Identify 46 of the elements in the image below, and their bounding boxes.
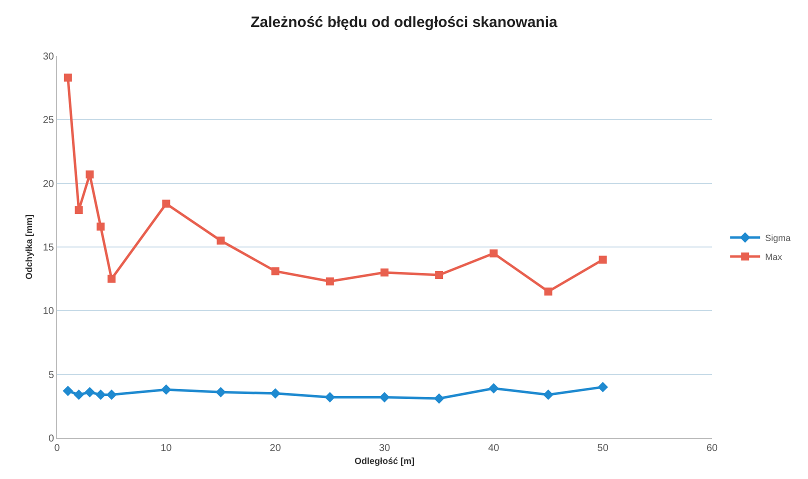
point xyxy=(543,390,554,400)
point xyxy=(108,274,116,283)
x-tick-label: 20 xyxy=(270,443,282,454)
point xyxy=(160,384,172,395)
point xyxy=(74,390,84,400)
y-tick-label: 25 xyxy=(42,115,54,126)
x-tick-label: 10 xyxy=(160,443,172,454)
point xyxy=(490,249,498,258)
point xyxy=(324,392,336,402)
legend-label: Max xyxy=(765,252,783,262)
point xyxy=(96,222,105,231)
point xyxy=(74,206,83,214)
point xyxy=(271,267,280,276)
y-tick-label: 20 xyxy=(42,178,54,190)
point xyxy=(326,277,334,286)
point xyxy=(162,200,170,208)
x-tick-label: 40 xyxy=(488,443,500,454)
point xyxy=(598,256,607,264)
point xyxy=(434,393,444,404)
point xyxy=(435,271,444,280)
x-tick-label: 30 xyxy=(378,443,390,454)
point xyxy=(84,386,95,398)
point xyxy=(64,74,72,82)
point xyxy=(86,170,94,178)
y-tick-label: 0 xyxy=(48,434,54,444)
x-tick-label: 60 xyxy=(706,443,718,454)
point xyxy=(380,268,388,276)
y-tick-label: 10 xyxy=(42,306,54,318)
point xyxy=(106,390,117,400)
point xyxy=(216,386,226,398)
point xyxy=(544,288,552,296)
legend-label: Sigma xyxy=(765,233,791,244)
chart-title: Zależność błędu od odległości skanowania xyxy=(250,14,558,31)
y-tick-label: 5 xyxy=(48,370,54,381)
point xyxy=(95,390,106,400)
point xyxy=(488,383,499,394)
y-axis-title: Odchyłka [mm] xyxy=(24,214,34,280)
x-tick-label: 50 xyxy=(597,443,609,454)
y-tick-label: 30 xyxy=(42,52,54,62)
x-axis-title: Odległość [m] xyxy=(354,456,415,466)
y-tick-label: 15 xyxy=(42,242,54,254)
point xyxy=(62,386,74,396)
point xyxy=(270,388,281,399)
point xyxy=(379,392,390,402)
point xyxy=(598,382,608,392)
point xyxy=(216,236,225,245)
